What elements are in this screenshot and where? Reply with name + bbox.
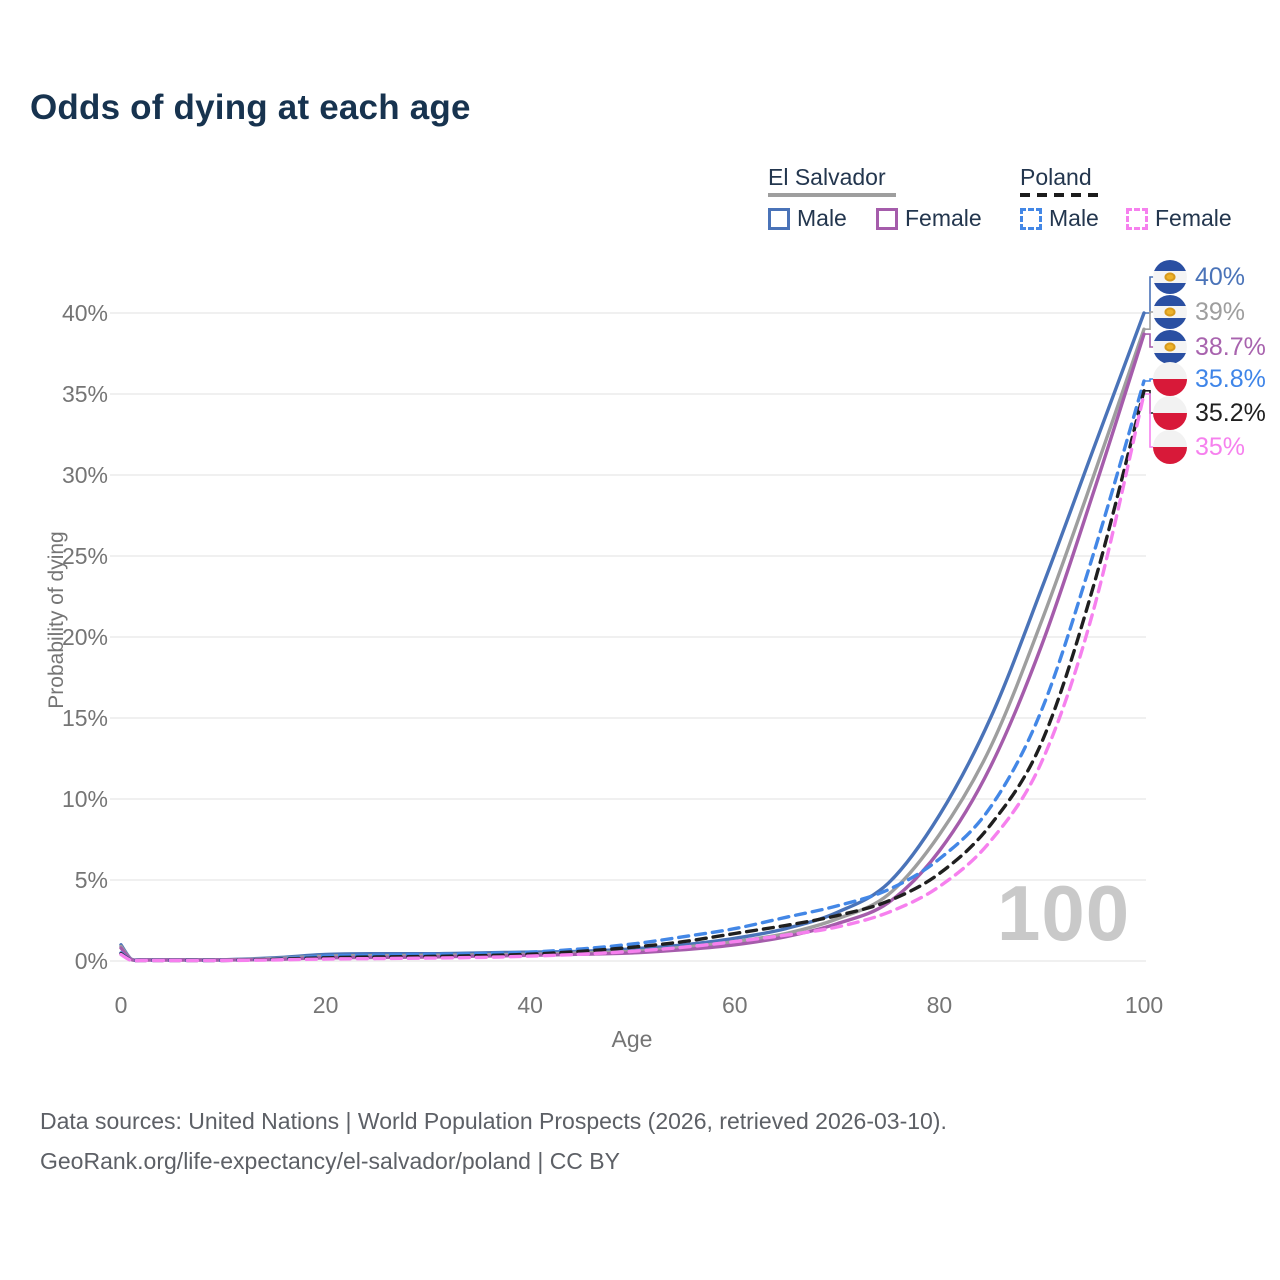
- el-salvador-flag-icon: [1153, 295, 1187, 329]
- end-label-value: 40%: [1195, 262, 1246, 291]
- end-label-row[interactable]: 39%: [1153, 295, 1245, 329]
- data-sources-note: Data sources: United Nations | World Pop…: [40, 1108, 947, 1134]
- el-salvador-male-swatch-icon: [768, 207, 790, 230]
- legend-group-poland[interactable]: Poland: [1020, 164, 1092, 190]
- end-label-row[interactable]: 35%: [1153, 430, 1245, 464]
- series-line-poland-male[interactable]: [119, 379, 1146, 963]
- hovered-age-watermark: 100: [997, 869, 1131, 957]
- end-label-value: 35.8%: [1195, 364, 1266, 393]
- x-tick-label: 20: [312, 992, 339, 1018]
- legend-item-el-salvador-male[interactable]: Male: [768, 205, 847, 232]
- y-tick-label: 40%: [61, 300, 108, 326]
- x-tick-label: 40: [517, 992, 543, 1018]
- y-tick-label: 35%: [61, 381, 108, 407]
- x-tick-label: 60: [722, 992, 748, 1018]
- x-tick-label: 80: [926, 992, 953, 1018]
- series-line-el-salvador-female[interactable]: [119, 332, 1146, 962]
- end-label-row[interactable]: 40%: [1153, 260, 1245, 294]
- x-tick-label: 0: [114, 992, 128, 1018]
- end-label-value: 35.2%: [1195, 398, 1266, 427]
- legend-item-poland-male[interactable]: Male: [1020, 205, 1099, 232]
- y-tick-label: 20%: [61, 624, 108, 650]
- y-tick-label: 30%: [61, 462, 108, 488]
- end-label-value: 35%: [1195, 432, 1246, 461]
- legend-group-el-salvador[interactable]: El Salvador: [768, 164, 886, 190]
- poland-female-swatch-icon: [1126, 207, 1148, 230]
- attribution-link[interactable]: GeoRank.org/life-expectancy/el-salvador/…: [40, 1148, 620, 1174]
- y-tick-label: 15%: [61, 705, 108, 731]
- y-tick-label: 0%: [74, 948, 108, 974]
- legend-label: Male: [1049, 205, 1099, 231]
- legend-label: Female: [1155, 205, 1232, 231]
- x-tick-label: 100: [1124, 992, 1164, 1018]
- el-salvador-solid-line-sample: [768, 193, 896, 197]
- legend-label: Female: [905, 205, 982, 231]
- y-tick-label: 5%: [74, 867, 108, 893]
- page-title: Odds of dying at each age: [30, 88, 471, 127]
- end-label-row[interactable]: 35.8%: [1153, 362, 1266, 396]
- end-label-row[interactable]: 38.7%: [1153, 330, 1266, 364]
- end-label-value: 39%: [1195, 297, 1246, 326]
- poland-dashed-line-sample: [1020, 193, 1102, 197]
- y-tick-label: 10%: [61, 786, 108, 812]
- series-line-el-salvador-both-sexes[interactable]: [119, 327, 1146, 962]
- el-salvador-flag-icon: [1153, 330, 1187, 364]
- legend-label: Male: [797, 205, 847, 231]
- y-tick-label: 25%: [61, 543, 108, 569]
- el-salvador-female-swatch-icon: [876, 207, 898, 230]
- legend-item-el-salvador-female[interactable]: Female: [876, 205, 982, 232]
- series-line-poland-female[interactable]: [119, 392, 1146, 963]
- end-label-value: 38.7%: [1195, 332, 1266, 361]
- el-salvador-flag-icon: [1153, 260, 1187, 294]
- poland-flag-icon: [1153, 430, 1187, 464]
- end-label-row[interactable]: 35.2%: [1153, 396, 1266, 430]
- series-line-poland-both-sexes[interactable]: [119, 389, 1146, 963]
- poland-flag-icon: [1153, 396, 1187, 430]
- x-axis-label: Age: [611, 1026, 653, 1052]
- poland-male-swatch-icon: [1020, 207, 1042, 230]
- legend-item-poland-female[interactable]: Female: [1126, 205, 1232, 232]
- poland-flag-icon: [1153, 362, 1187, 396]
